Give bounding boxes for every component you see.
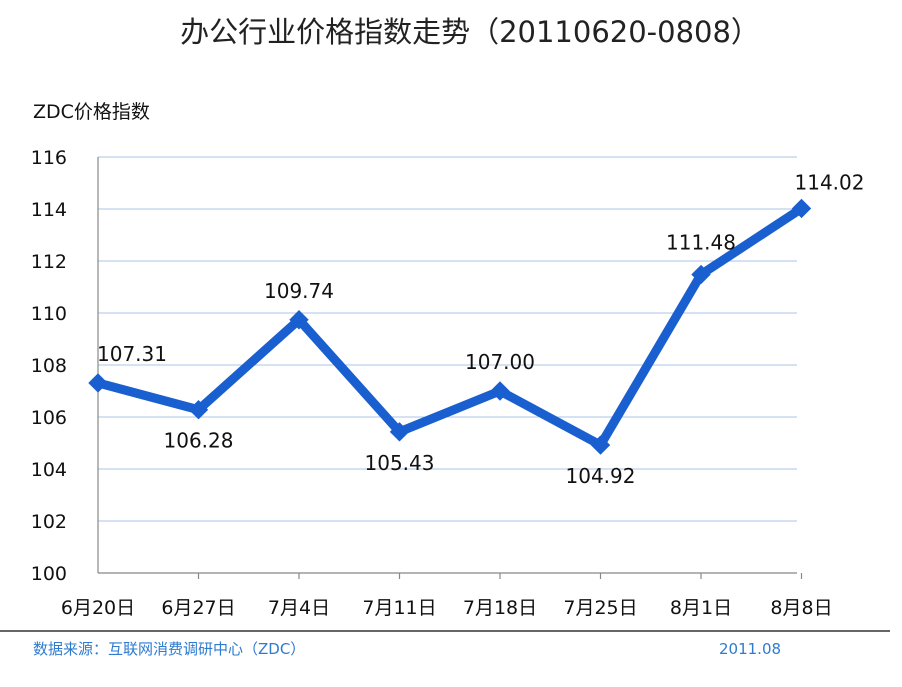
y-tick-label: 116 [31, 147, 67, 169]
x-tick-label: 7月11日 [362, 597, 436, 619]
data-label: 107.31 [97, 342, 167, 366]
data-label: 106.28 [164, 429, 234, 453]
x-tick-label: 6月27日 [161, 597, 235, 619]
data-label: 104.92 [566, 464, 636, 488]
data-point-marker [289, 310, 309, 330]
y-tick-label: 106 [31, 407, 67, 429]
x-tick-label: 7月25日 [563, 597, 637, 619]
chart-title: 办公行业价格指数走势（20110620-0808） [180, 15, 760, 49]
y-tick-label: 108 [31, 355, 67, 377]
data-point-marker [590, 435, 611, 455]
y-tick-label: 114 [31, 199, 67, 221]
x-tick-label: 6月20日 [61, 597, 135, 619]
data-point-marker [389, 422, 410, 442]
data-point-marker [490, 381, 510, 401]
data-label: 109.74 [264, 279, 334, 303]
data-labels: 107.31 106.28 109.74 105.43 107.00 104.92 111.… [97, 170, 864, 488]
data-label: 105.43 [365, 451, 435, 475]
x-tick-label: 8月1日 [670, 597, 732, 619]
y-tick-label: 110 [31, 303, 67, 325]
y-axis-label: ZDC价格指数 [33, 101, 150, 123]
data-label: 111.48 [666, 231, 736, 255]
footer-source: 数据来源：互联网消费调研中心（ZDC） [33, 640, 305, 658]
footer-date: 2011.08 [719, 640, 781, 658]
x-tick-label: 7月18日 [463, 597, 537, 619]
data-point-marker [88, 373, 108, 393]
data-label: 114.02 [795, 170, 865, 194]
axes: 100 102 104 106 108 110 112 114 116 6月20日 6月27日 7月4… [31, 147, 833, 619]
x-tick-label: 7月4日 [268, 597, 330, 619]
y-tick-label: 112 [31, 251, 67, 273]
data-point-marker [791, 198, 812, 219]
series-line [93, 203, 806, 450]
data-point-marker [188, 400, 209, 420]
gridlines [98, 156, 797, 522]
y-tick-label: 104 [31, 459, 67, 481]
data-label: 107.00 [465, 350, 535, 374]
series [88, 198, 812, 455]
y-tick-label: 100 [31, 563, 67, 585]
y-tick-label: 102 [31, 511, 67, 533]
x-tick-label: 8月8日 [770, 597, 832, 619]
data-point-marker [691, 264, 711, 285]
